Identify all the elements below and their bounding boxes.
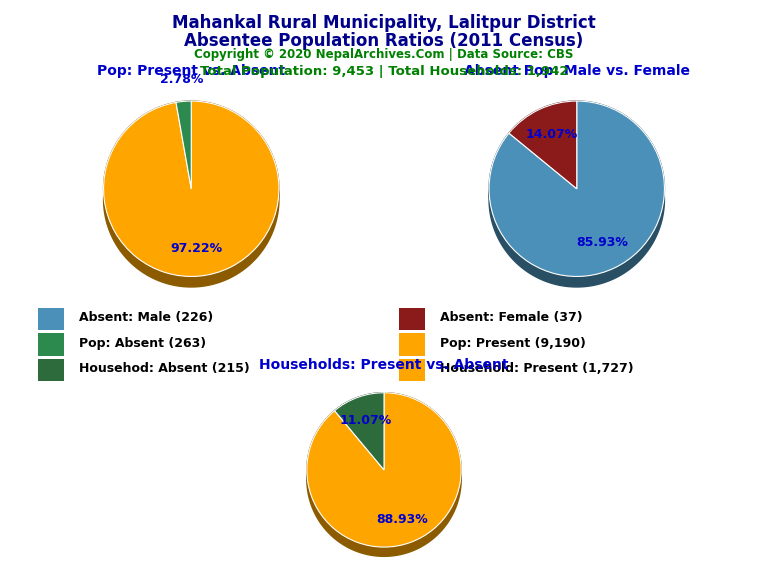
Wedge shape — [176, 101, 191, 189]
Bar — [38, 334, 65, 356]
Title: Absent Pop: Male vs. Female: Absent Pop: Male vs. Female — [464, 64, 690, 78]
Bar — [399, 308, 425, 331]
Text: Househod: Absent (215): Househod: Absent (215) — [79, 362, 250, 375]
Text: 14.07%: 14.07% — [525, 128, 578, 141]
Wedge shape — [509, 101, 577, 189]
Text: Absentee Population Ratios (2011 Census): Absentee Population Ratios (2011 Census) — [184, 32, 584, 50]
Bar — [38, 359, 65, 381]
Text: 2.78%: 2.78% — [160, 73, 204, 86]
Text: Total Population: 9,453 | Total Households: 1,942: Total Population: 9,453 | Total Househol… — [200, 65, 568, 78]
Polygon shape — [489, 101, 664, 287]
Text: 85.93%: 85.93% — [576, 236, 628, 249]
Text: Pop: Present (9,190): Pop: Present (9,190) — [441, 336, 586, 350]
Bar — [399, 359, 425, 381]
Polygon shape — [176, 101, 191, 113]
Title: Pop: Present vs. Absent: Pop: Present vs. Absent — [98, 64, 286, 78]
Text: Copyright © 2020 NepalArchives.Com | Data Source: CBS: Copyright © 2020 NepalArchives.Com | Dat… — [194, 48, 574, 62]
Text: Household: Present (1,727): Household: Present (1,727) — [441, 362, 634, 375]
Bar — [399, 334, 425, 356]
Text: Absent: Female (37): Absent: Female (37) — [441, 311, 583, 324]
Text: Mahankal Rural Municipality, Lalitpur District: Mahankal Rural Municipality, Lalitpur Di… — [172, 14, 596, 32]
Text: Pop: Absent (263): Pop: Absent (263) — [79, 336, 207, 350]
Wedge shape — [104, 101, 279, 276]
Text: Absent: Male (226): Absent: Male (226) — [79, 311, 214, 324]
Wedge shape — [489, 101, 664, 276]
Polygon shape — [509, 101, 577, 143]
Bar — [38, 308, 65, 331]
Text: 97.22%: 97.22% — [170, 242, 223, 255]
Polygon shape — [104, 101, 279, 287]
